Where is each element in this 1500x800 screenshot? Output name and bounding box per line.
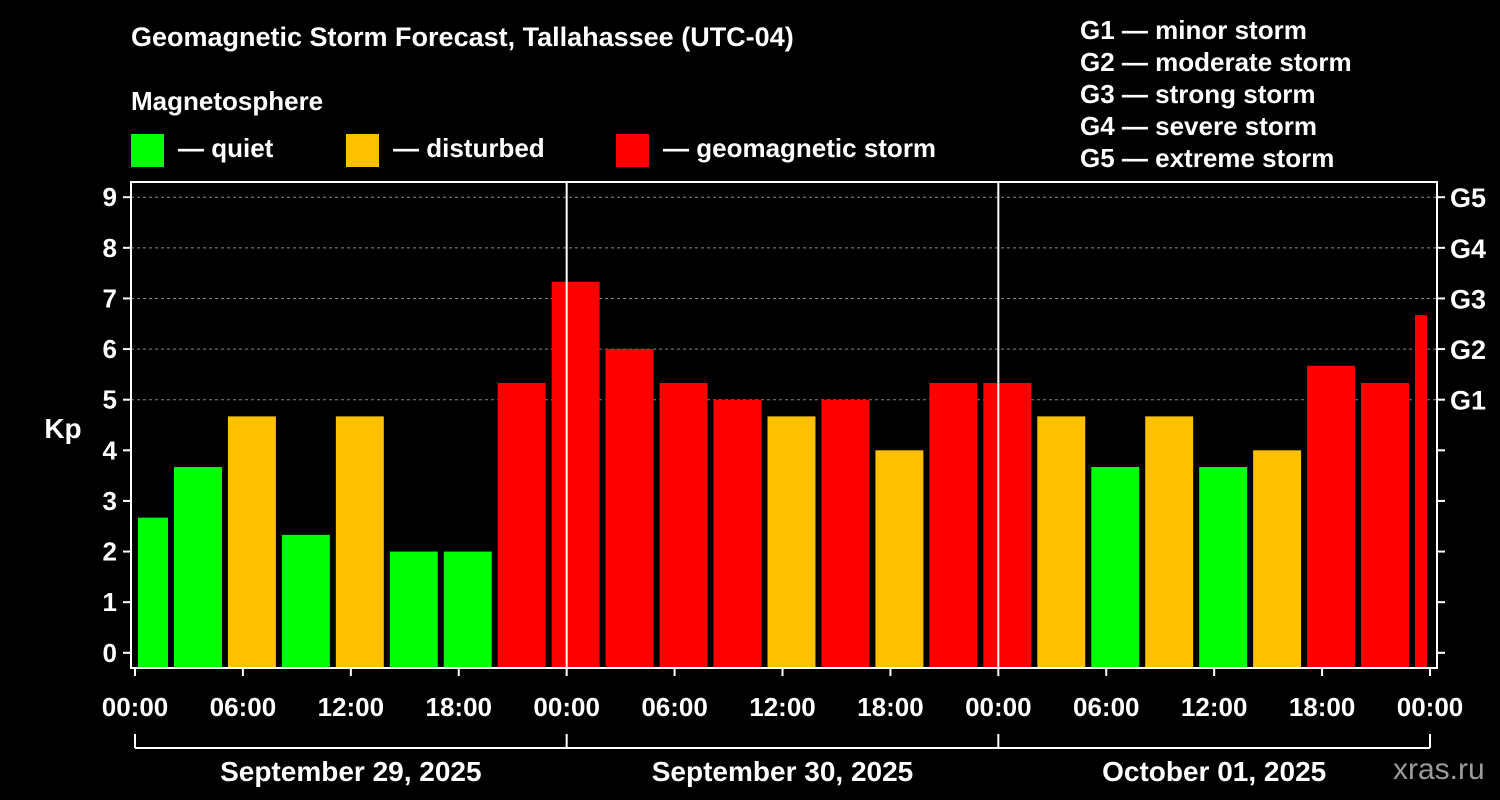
y-tick-label-6: 6	[103, 334, 117, 364]
y-tick-label-3: 3	[103, 486, 117, 516]
x-tick-label-2: 12:00	[318, 692, 385, 722]
storm-scale-g2: G2 — moderate storm	[1080, 47, 1352, 77]
storm-scale-g3: G3 — strong storm	[1080, 79, 1316, 109]
x-tick-label-4: 00:00	[533, 692, 600, 722]
y-tick-label-7: 7	[103, 283, 117, 313]
legend-swatch-disturbed	[346, 134, 379, 167]
x-tick-label-5: 06:00	[641, 692, 708, 722]
legend-label-storm: — geomagnetic storm	[663, 133, 937, 163]
bar-10	[659, 382, 708, 668]
bar-12	[767, 416, 816, 668]
bar-14	[875, 450, 924, 668]
y-tick-label-5: 5	[103, 385, 117, 415]
plot-frame	[130, 181, 1438, 669]
bar-3	[281, 534, 330, 668]
y-tick-label-4: 4	[103, 435, 118, 465]
right-tick-label-G5: G5	[1450, 183, 1486, 213]
bar-7	[497, 382, 546, 668]
bar-15	[929, 382, 978, 668]
legend-swatch-storm	[616, 134, 649, 167]
x-tick-label-0: 00:00	[102, 692, 169, 722]
x-tick-label-6: 12:00	[749, 692, 816, 722]
bar-17	[1037, 416, 1086, 668]
bar-5	[389, 551, 438, 668]
x-tick-label-1: 06:00	[210, 692, 277, 722]
bar-9	[605, 349, 654, 668]
bar-13	[821, 399, 870, 668]
right-tick-label-G4: G4	[1450, 234, 1486, 264]
y-tick-label-1: 1	[103, 587, 117, 617]
day-label-0: September 29, 2025	[220, 756, 482, 787]
legend-label-disturbed: — disturbed	[393, 133, 545, 163]
right-tick-label-G2: G2	[1450, 335, 1486, 365]
storm-scale-legend: G1 — minor storm G2 — moderate storm G3 …	[1080, 14, 1352, 174]
x-tick-label-3: 18:00	[426, 692, 493, 722]
storm-scale-g4: G4 — severe storm	[1080, 111, 1318, 141]
x-tick-label-9: 06:00	[1073, 692, 1140, 722]
y-tick-label-9: 9	[103, 182, 117, 212]
chart-title: Geomagnetic Storm Forecast, Tallahassee …	[131, 22, 794, 52]
bar-0	[138, 517, 168, 668]
bar-21	[1253, 450, 1302, 668]
right-tick-label-G3: G3	[1450, 284, 1486, 314]
bar-11	[713, 399, 762, 668]
bar-22	[1307, 365, 1356, 668]
legend-swatch-quiet	[131, 134, 164, 167]
x-tick-label-12: 00:00	[1397, 692, 1464, 722]
legend-label-quiet: — quiet	[178, 133, 274, 163]
y-axis-label: Kp	[44, 413, 81, 444]
storm-scale-g1: G1 — minor storm	[1080, 15, 1307, 45]
bar-20	[1199, 467, 1248, 668]
y-tick-label-2: 2	[103, 537, 117, 567]
y-tick-label-0: 0	[103, 638, 117, 668]
bar-23	[1361, 382, 1410, 668]
bar-6	[443, 551, 492, 668]
bar-16	[983, 382, 1032, 668]
x-tick-label-11: 18:00	[1289, 692, 1356, 722]
x-tick-label-10: 12:00	[1181, 692, 1248, 722]
bar-2	[227, 416, 276, 668]
bar-1	[173, 467, 222, 668]
bar-18	[1091, 467, 1140, 668]
bar-24	[1415, 315, 1427, 668]
y-tick-label-8: 8	[103, 233, 117, 263]
day-label-2: October 01, 2025	[1102, 756, 1326, 787]
right-tick-label-G1: G1	[1450, 386, 1486, 416]
day-label-1: September 30, 2025	[652, 756, 914, 787]
x-tick-label-7: 18:00	[857, 692, 924, 722]
magnetosphere-heading: Magnetosphere	[131, 86, 324, 116]
bar-4	[335, 416, 384, 668]
bar-19	[1145, 416, 1194, 668]
storm-scale-g5: G5 — extreme storm	[1080, 143, 1335, 173]
x-tick-label-8: 00:00	[965, 692, 1032, 722]
bar-8	[551, 281, 600, 668]
watermark: xras.ru	[1393, 753, 1485, 786]
